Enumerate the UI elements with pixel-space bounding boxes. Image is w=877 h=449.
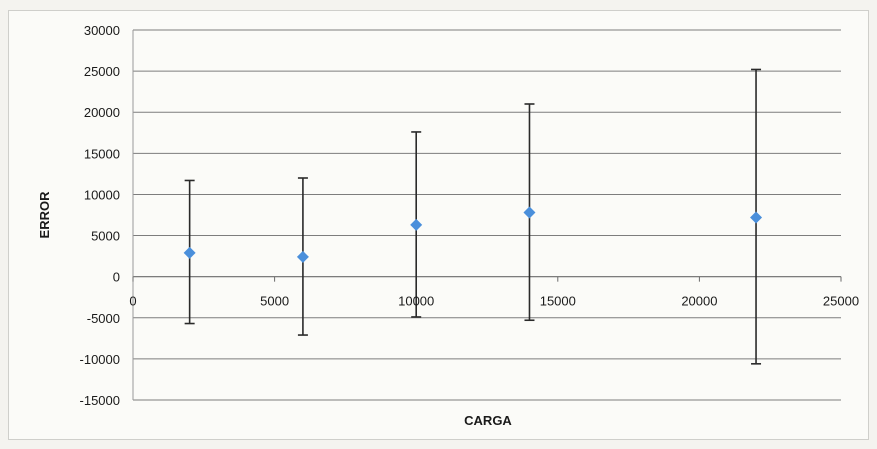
y-axis-title: ERROR [37,191,52,239]
y-tick-label: 20000 [84,105,120,120]
data-point [296,250,309,263]
data-point [183,246,196,259]
x-tick-label: 20000 [681,294,717,309]
y-tick-labels: -15000 -10000 -5000 0 5000 10000 15000 20000 250… [80,23,120,408]
gridlines [133,29,841,401]
x-tick-label: 0 [129,294,136,309]
y-tick-label: 5000 [91,229,120,244]
data-point [523,206,536,219]
x-tick-label: 10000 [398,294,434,309]
y-tick-label: -15000 [80,393,120,408]
x-tick-label: 15000 [540,294,576,309]
error-bars [184,68,762,365]
data-points [183,206,763,263]
y-tick-label: 0 [113,270,120,285]
data-point [750,211,763,224]
y-tick-label: 10000 [84,187,120,202]
x-tick-labels: 0 5000 10000 15000 20000 25000 [129,294,859,309]
chart-frame [8,10,869,440]
y-tick-label: 15000 [84,146,120,161]
x-tick-label: 25000 [823,294,859,309]
x-axis-title: CARGA [464,413,512,428]
y-tick-label: -10000 [80,352,120,367]
axes [132,30,842,400]
x-tick-label: 5000 [260,294,289,309]
y-tick-label: 30000 [84,23,120,38]
data-point [410,218,423,231]
y-tick-label: -5000 [87,311,120,326]
y-tick-label: 25000 [84,64,120,79]
